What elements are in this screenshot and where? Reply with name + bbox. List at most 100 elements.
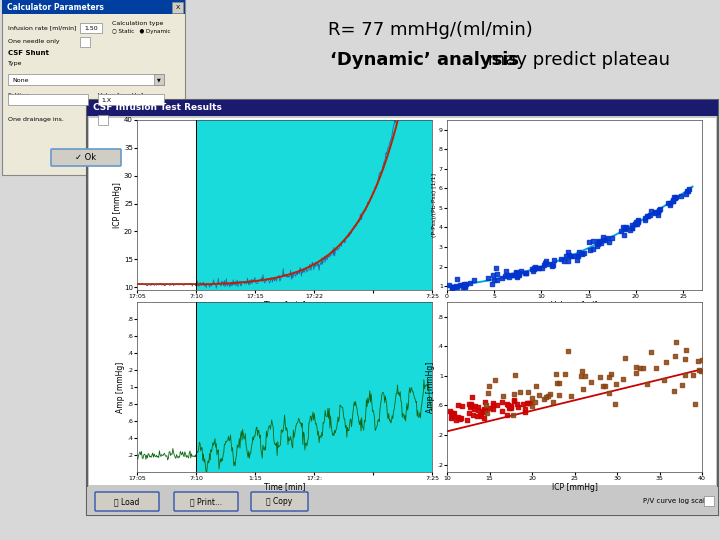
Point	[682, 187, 693, 195]
Point	[501, 271, 513, 279]
Point	[490, 375, 501, 384]
Point	[444, 281, 455, 290]
Point	[502, 411, 513, 420]
Point	[565, 392, 577, 400]
Point	[483, 381, 495, 390]
Point	[478, 414, 490, 423]
Text: Setting: Setting	[8, 92, 30, 98]
Point	[505, 402, 516, 410]
Point	[670, 352, 681, 361]
Point	[688, 370, 699, 379]
Point	[463, 409, 474, 417]
Point	[626, 224, 637, 233]
Point	[544, 260, 555, 268]
Point	[487, 401, 499, 410]
Text: 🖨 Print...: 🖨 Print...	[190, 497, 222, 506]
Point	[516, 267, 527, 275]
Bar	[2, 0, 185, 175]
Point	[610, 380, 621, 389]
Point	[496, 398, 508, 407]
Point	[629, 220, 641, 228]
Point	[554, 379, 565, 387]
Point	[550, 370, 562, 379]
Point	[446, 282, 458, 291]
Point	[482, 274, 494, 282]
Point	[585, 378, 597, 387]
Point	[502, 401, 513, 410]
Point	[529, 263, 541, 272]
Point	[519, 405, 531, 414]
Point	[559, 256, 570, 265]
Point	[603, 389, 615, 397]
Point	[692, 356, 703, 365]
Point	[598, 235, 609, 244]
Point	[464, 279, 476, 287]
Text: P/V curve log scale: P/V curve log scale	[643, 498, 709, 504]
Point	[639, 213, 651, 222]
Point	[595, 239, 606, 247]
Point	[567, 252, 578, 260]
Point	[563, 251, 575, 260]
Point	[575, 372, 587, 380]
Point	[572, 252, 584, 261]
Point	[626, 220, 638, 229]
Point	[587, 237, 598, 246]
Text: CSF Infusion Test Results: CSF Infusion Test Results	[93, 104, 222, 112]
Point	[468, 276, 480, 285]
Bar	[98, 94, 164, 105]
Text: 🗌 Load: 🗌 Load	[114, 497, 140, 506]
Point	[508, 271, 520, 279]
Point	[598, 233, 609, 241]
Point	[507, 271, 518, 280]
Point	[690, 400, 701, 409]
Point	[606, 370, 617, 379]
Point	[560, 252, 572, 260]
Point	[454, 415, 466, 423]
Point	[526, 402, 538, 410]
Point	[458, 279, 469, 288]
Point	[489, 276, 500, 285]
Point	[451, 415, 462, 424]
Point	[601, 234, 613, 242]
Point	[632, 217, 644, 226]
Point	[670, 338, 682, 346]
Point	[680, 190, 691, 199]
Point	[696, 356, 707, 365]
Point	[456, 414, 467, 422]
Point	[629, 220, 641, 228]
Point	[452, 401, 464, 409]
Point	[585, 246, 596, 254]
Point	[652, 211, 664, 219]
Point	[662, 198, 673, 207]
Point	[667, 197, 678, 205]
Point	[617, 375, 629, 383]
Point	[472, 403, 484, 411]
Point	[618, 231, 629, 239]
Point	[468, 404, 480, 413]
Point	[578, 249, 590, 258]
Bar	[8, 74, 164, 85]
Point	[522, 388, 534, 396]
Text: 📋 Copy: 📋 Copy	[266, 497, 292, 506]
Text: ▼: ▼	[157, 78, 161, 83]
Point	[576, 250, 588, 259]
Point	[593, 237, 604, 245]
Text: 1.X: 1.X	[101, 98, 111, 103]
Point	[453, 414, 464, 422]
Point	[503, 273, 515, 281]
Point	[449, 282, 460, 291]
Point	[675, 192, 687, 200]
Point	[480, 406, 491, 415]
Point	[653, 206, 665, 215]
Point	[451, 282, 463, 291]
Point	[474, 411, 485, 420]
Point	[527, 267, 539, 276]
Point	[521, 268, 532, 277]
Text: ○ Static   ● Dynamic: ○ Static ● Dynamic	[112, 29, 171, 33]
Point	[580, 372, 591, 380]
Bar	[87, 100, 718, 116]
Point	[497, 274, 508, 282]
Point	[680, 346, 691, 354]
Point	[510, 268, 522, 277]
Point	[451, 282, 462, 291]
